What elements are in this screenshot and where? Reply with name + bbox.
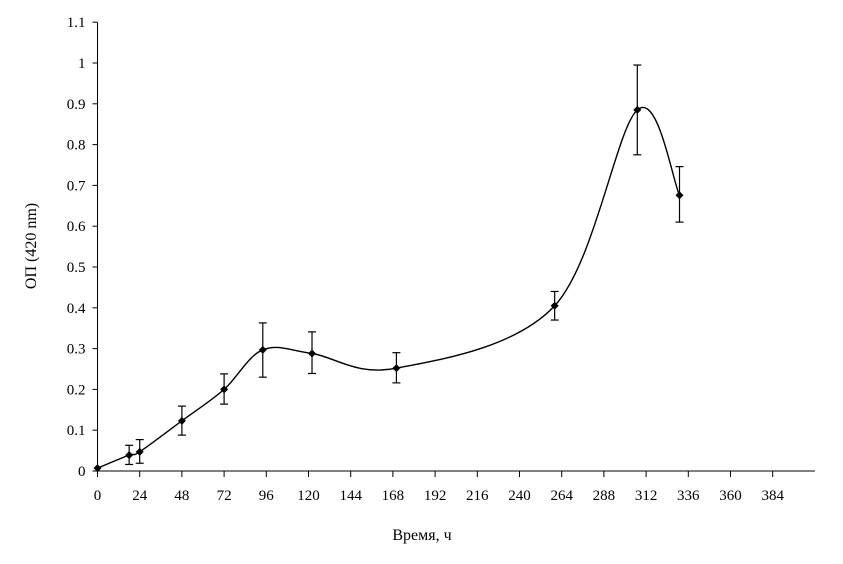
x-tick-label: 216 bbox=[466, 488, 489, 504]
y-tick-label: 0.7 bbox=[67, 178, 86, 194]
y-tick-label: 0.5 bbox=[67, 260, 86, 276]
x-axis-title: Время, ч bbox=[392, 527, 451, 544]
y-tick-label: 0.4 bbox=[67, 301, 86, 317]
y-axis-title: ОП (420 nm) bbox=[23, 203, 40, 289]
y-tick-label: 0.2 bbox=[67, 382, 86, 398]
x-tick-label: 0 bbox=[94, 488, 102, 504]
data-point bbox=[258, 345, 267, 354]
data-point bbox=[125, 451, 134, 460]
y-tick-label: 0.1 bbox=[67, 423, 86, 439]
x-tick-label: 96 bbox=[259, 488, 275, 504]
data-point bbox=[675, 191, 684, 200]
data-point bbox=[392, 364, 401, 373]
data-point bbox=[550, 301, 559, 310]
data-point bbox=[220, 385, 229, 394]
y-tick-label: 1 bbox=[78, 56, 86, 72]
y-tick-label: 0 bbox=[78, 464, 86, 480]
x-tick-label: 72 bbox=[217, 488, 232, 504]
y-tick-label: 0.8 bbox=[67, 138, 86, 154]
plot-area bbox=[93, 64, 684, 473]
x-tick-label: 120 bbox=[297, 488, 320, 504]
y-tick-label: 1.1 bbox=[67, 15, 86, 31]
x-tick-label: 360 bbox=[719, 488, 742, 504]
y-tick-label: 0.6 bbox=[67, 219, 86, 235]
x-tick-label: 288 bbox=[593, 488, 616, 504]
data-point bbox=[93, 464, 102, 473]
series-line bbox=[97, 106, 681, 469]
x-tick-label: 144 bbox=[339, 488, 362, 504]
data-point bbox=[177, 416, 186, 425]
x-tick-label: 384 bbox=[761, 488, 784, 504]
x-tick-label: 264 bbox=[550, 488, 573, 504]
data-point bbox=[633, 105, 642, 114]
y-tick-label: 0.9 bbox=[67, 97, 86, 113]
data-point bbox=[135, 447, 144, 456]
x-tick-label: 192 bbox=[424, 488, 447, 504]
x-tick-label: 168 bbox=[382, 488, 405, 504]
y-tick-label: 0.3 bbox=[67, 342, 86, 358]
x-tick-label: 240 bbox=[508, 488, 531, 504]
axes: 0 24 48 72 96 120 144 168 192 216 240 264 288 312 336 3… bbox=[67, 15, 815, 504]
x-tick-label: 48 bbox=[174, 488, 189, 504]
x-tick-label: 336 bbox=[677, 488, 700, 504]
x-tick-label: 312 bbox=[635, 488, 658, 504]
x-tick-label: 24 bbox=[132, 488, 148, 504]
data-point bbox=[308, 349, 317, 358]
